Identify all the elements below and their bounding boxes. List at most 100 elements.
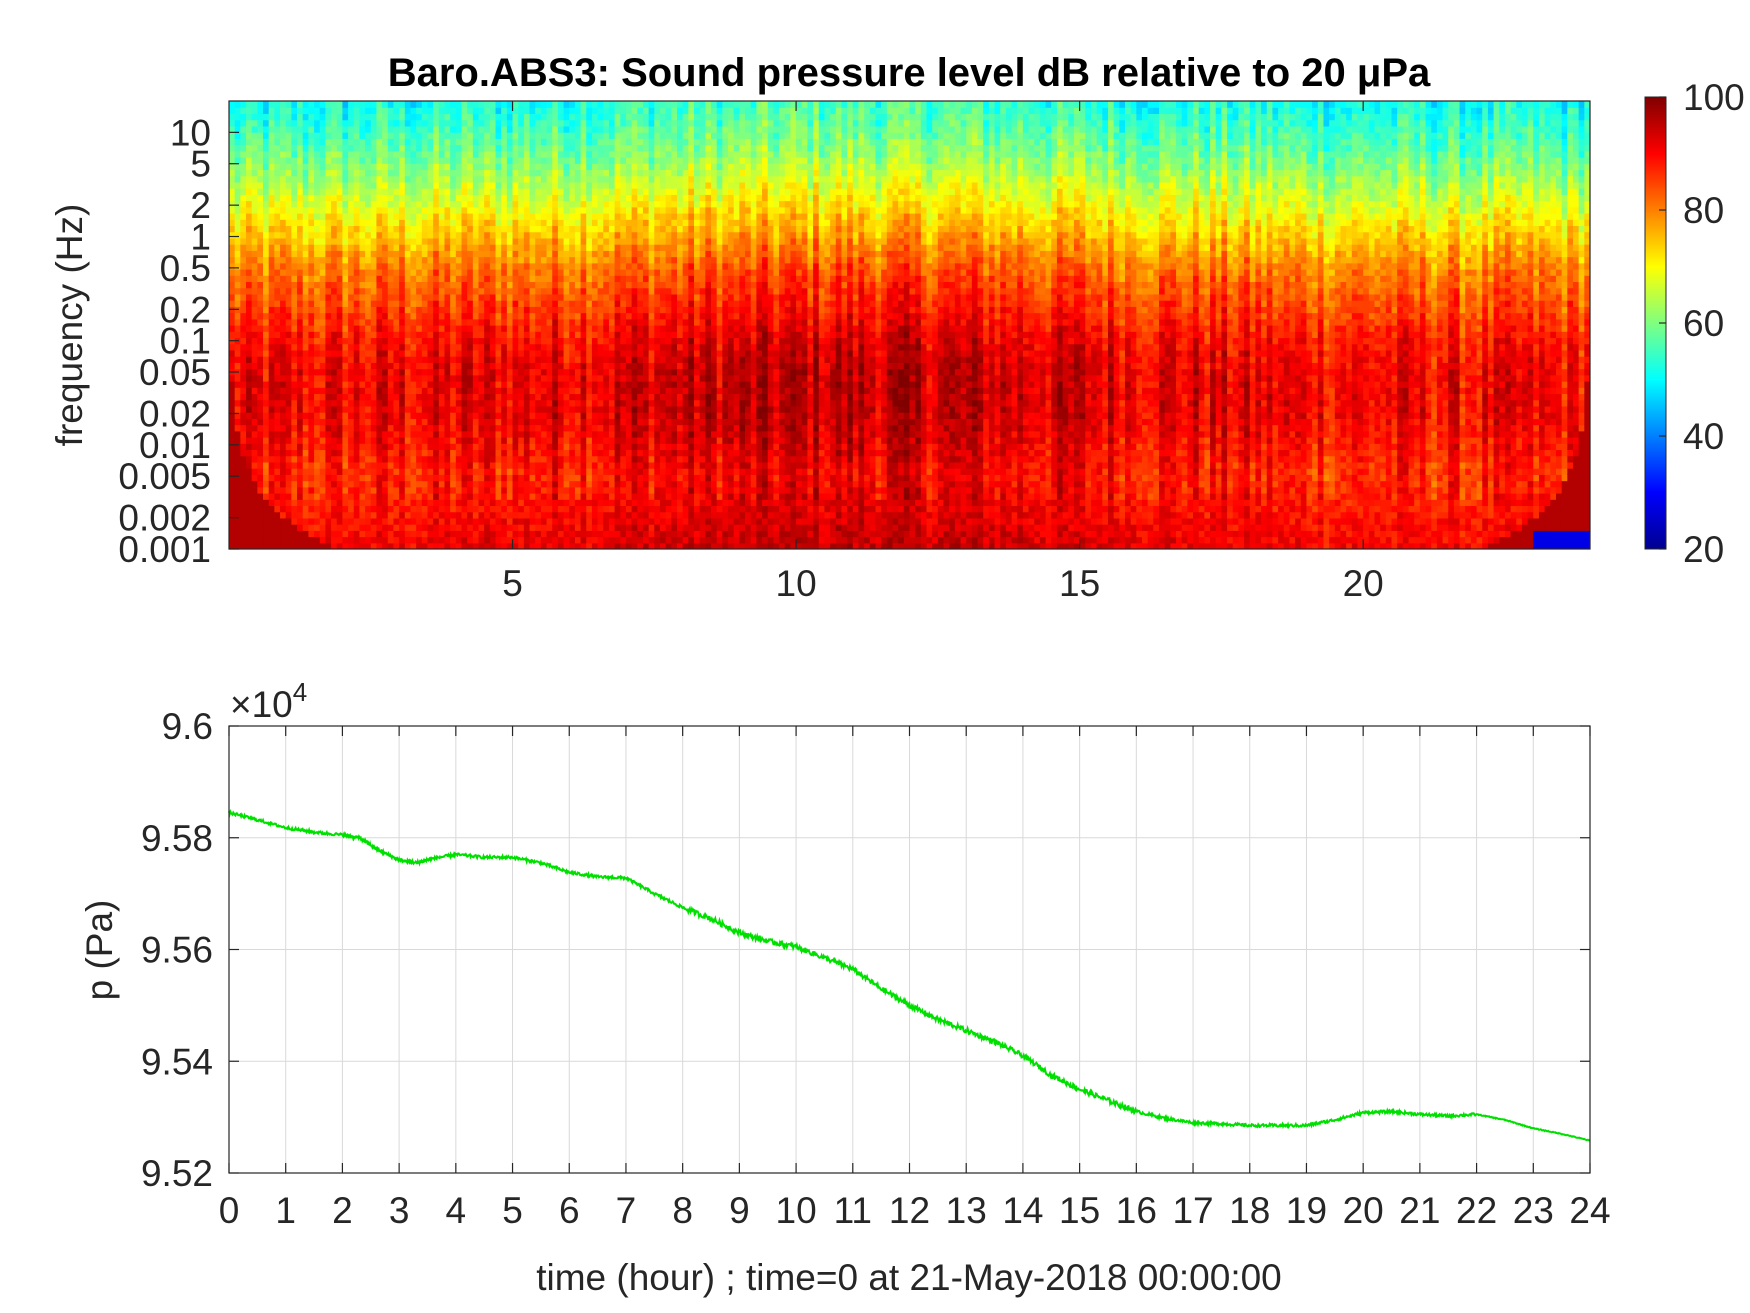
heatmap-cell (274, 281, 280, 288)
heatmap-cell (484, 412, 490, 419)
heatmap-cell (240, 107, 246, 114)
heatmap-cell (592, 437, 598, 444)
heatmap-cell (348, 244, 354, 251)
heatmap-cell (410, 537, 416, 544)
heatmap-cell (325, 512, 331, 519)
heatmap-cell (530, 499, 536, 506)
heatmap-cell (342, 176, 348, 183)
heatmap-cell (376, 412, 382, 419)
heatmap-cell (620, 393, 626, 400)
heatmap-cell (308, 375, 314, 382)
heatmap-cell (422, 306, 428, 313)
heatmap-cell (269, 381, 275, 388)
heatmap-cell (274, 425, 280, 432)
heatmap-cell (291, 474, 297, 481)
heatmap-cell (240, 381, 246, 388)
heatmap-cell (359, 505, 365, 512)
heatmap-cell (496, 194, 502, 201)
heatmap-cell (524, 393, 530, 400)
heatmap-cell (530, 537, 536, 544)
heatmap-cell (490, 387, 496, 394)
heatmap-cell (342, 219, 348, 226)
heatmap-cell (615, 331, 621, 338)
heatmap-cell (359, 281, 365, 288)
heatmap-cell (615, 151, 621, 158)
heatmap-cell (552, 487, 558, 494)
heatmap-cell (433, 512, 439, 519)
heatmap-cell (564, 107, 570, 114)
heatmap-cell (382, 387, 388, 394)
heatmap-cell (286, 300, 292, 307)
heatmap-cell (518, 113, 524, 120)
heatmap-cell (507, 362, 513, 369)
heatmap-cell (359, 163, 365, 170)
heatmap-cell (581, 406, 587, 413)
heatmap-cell (444, 369, 450, 376)
heatmap-cell (484, 250, 490, 257)
heatmap-cell (274, 431, 280, 438)
heatmap-cell (291, 126, 297, 133)
heatmap-cell (456, 126, 462, 133)
heatmap-cell (291, 176, 297, 183)
heatmap-cell (507, 225, 513, 232)
heatmap-cell (263, 474, 269, 481)
heatmap-cell (371, 138, 377, 145)
heatmap-cell (240, 288, 246, 295)
heatmap-cell (547, 263, 553, 270)
heatmap-cell (456, 362, 462, 369)
heatmap-cell (365, 232, 371, 239)
heatmap-cell (320, 120, 326, 127)
heatmap-cell (348, 107, 354, 114)
heatmap-cell (416, 325, 422, 332)
heatmap-cell (348, 145, 354, 152)
heatmap-cell (518, 381, 524, 388)
heatmap-cell (331, 400, 337, 407)
heatmap-cell (513, 381, 519, 388)
heatmap-cell (473, 138, 479, 145)
heatmap-cell (280, 126, 286, 133)
heatmap-cell (280, 331, 286, 338)
heatmap-cell (462, 113, 468, 120)
heatmap-cell (530, 288, 536, 295)
heatmap-cell (530, 176, 536, 183)
heatmap-cell (473, 406, 479, 413)
heatmap-cell (603, 412, 609, 419)
heatmap-cell (382, 107, 388, 114)
heatmap-cell (586, 219, 592, 226)
heatmap-cell (291, 337, 297, 344)
heatmap-cell (303, 207, 309, 214)
heatmap-cell (433, 263, 439, 270)
heatmap-cell (280, 107, 286, 114)
heatmap-cell (456, 449, 462, 456)
heatmap-cell (609, 362, 615, 369)
heatmap-cell (325, 456, 331, 463)
heatmap-cell (314, 132, 320, 139)
heatmap-cell (331, 356, 337, 363)
heatmap-cell (615, 219, 621, 226)
heatmap-cell (507, 356, 513, 363)
heatmap-cell (235, 530, 241, 537)
heatmap-cell (280, 232, 286, 239)
heatmap-cell (365, 163, 371, 170)
heatmap-cell (286, 524, 292, 531)
heatmap-cell (569, 356, 575, 363)
heatmap-cell (501, 537, 507, 544)
heatmap-cell (382, 418, 388, 425)
heatmap-cell (518, 437, 524, 444)
heatmap-cell (235, 225, 241, 232)
heatmap-cell (303, 362, 309, 369)
heatmap-cell (439, 331, 445, 338)
heatmap-cell (416, 412, 422, 419)
heatmap-cell (496, 120, 502, 127)
heatmap-cell (450, 138, 456, 145)
heatmap-cell (399, 244, 405, 251)
heatmap-cell (462, 456, 468, 463)
heatmap-cell (603, 263, 609, 270)
heatmap-cell (320, 393, 326, 400)
heatmap-cell (530, 425, 536, 432)
heatmap-cell (558, 113, 564, 120)
heatmap-cell (603, 400, 609, 407)
heatmap-cell (450, 337, 456, 344)
heatmap-cell (535, 418, 541, 425)
heatmap-cell (297, 431, 303, 438)
